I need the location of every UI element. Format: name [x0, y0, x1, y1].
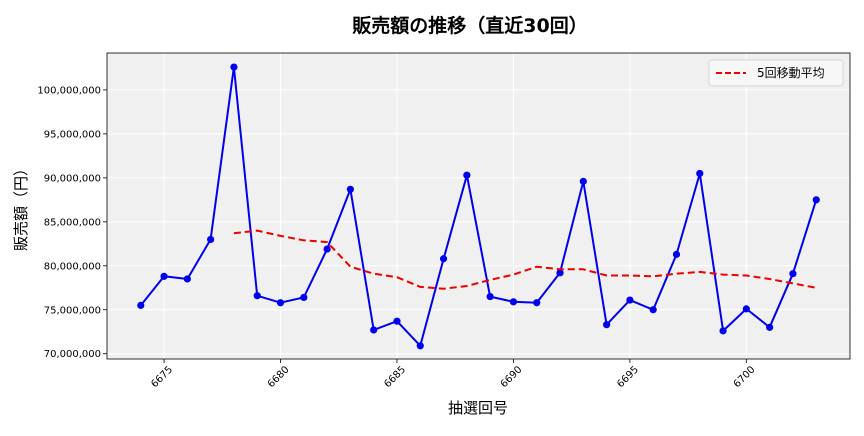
x-tick-label: 6675 — [149, 364, 175, 390]
x-tick-label: 6695 — [615, 364, 641, 390]
sales-point — [533, 299, 541, 307]
sales-point — [626, 296, 634, 304]
sales-point — [509, 298, 518, 306]
y-tick-label: 85,000,000 — [44, 217, 101, 228]
sales-point — [789, 270, 797, 278]
y-tick-label: 70,000,000 — [44, 349, 101, 360]
x-tick-label: 6680 — [266, 364, 292, 390]
plot-frame — [106, 52, 851, 360]
sales-point — [812, 196, 820, 204]
sales-point — [696, 169, 704, 178]
moving-average-line — [233, 229, 817, 290]
plot-area — [107, 53, 850, 359]
sales-point — [393, 317, 401, 325]
sales-point — [137, 301, 145, 309]
sales-line — [140, 66, 818, 347]
y-axis-label: 販売額（円） — [12, 161, 30, 251]
sales-point — [323, 245, 331, 253]
sales-point — [463, 171, 471, 179]
sales-point — [276, 299, 285, 307]
sales-point — [416, 342, 424, 350]
sales-point — [346, 185, 354, 193]
sales-point — [486, 292, 494, 301]
x-tick-label: 6700 — [732, 364, 758, 390]
sales-point — [439, 255, 448, 263]
y-tick-label: 100,000,000 — [37, 85, 101, 96]
sales-point — [230, 63, 238, 71]
sales-point — [603, 321, 611, 329]
sales-point — [370, 326, 378, 334]
y-tick-label: 75,000,000 — [44, 305, 101, 316]
sales-point — [253, 292, 261, 300]
legend: 5回移動平均 — [708, 59, 844, 87]
sales-point — [160, 272, 168, 280]
sales-point — [300, 293, 308, 302]
x-tick-label: 6690 — [499, 364, 525, 390]
y-tick-label: 90,000,000 — [44, 173, 101, 184]
sales-point — [719, 327, 727, 335]
sales-point — [556, 269, 564, 277]
legend-box — [708, 59, 844, 87]
x-tick-label: 6685 — [382, 364, 408, 390]
sales-point — [207, 235, 215, 244]
sales-point — [183, 275, 191, 283]
series-layer — [137, 63, 820, 350]
sales-point — [649, 306, 657, 314]
sales-point — [672, 250, 681, 258]
chart-title: 販売額の推移（直近30回） — [352, 14, 587, 37]
y-tick-label: 80,000,000 — [44, 261, 101, 272]
legend-label: 5回移動平均 — [757, 66, 825, 80]
sales-point — [579, 177, 587, 185]
sales-point — [742, 305, 750, 313]
y-tick-label: 95,000,000 — [44, 129, 101, 140]
x-axis-label: 抽選回号 — [448, 399, 508, 417]
sales-point — [766, 323, 774, 331]
